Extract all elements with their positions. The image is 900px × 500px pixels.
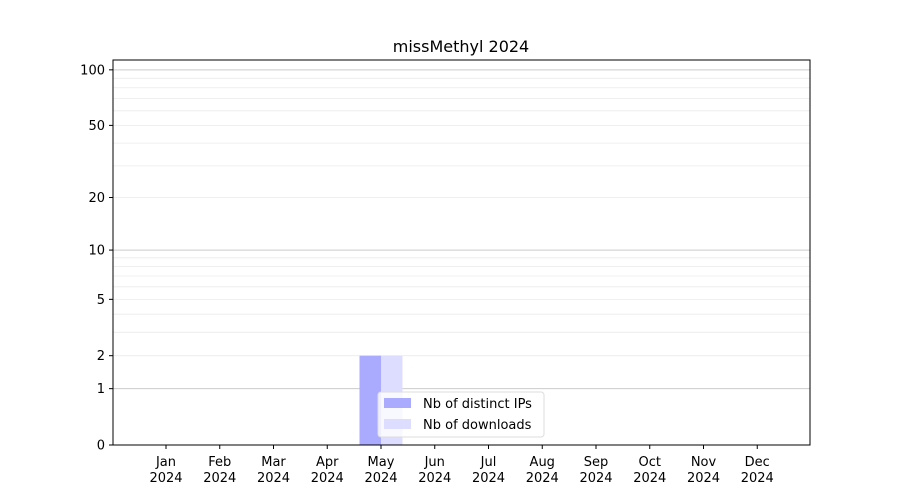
legend-box — [377, 391, 545, 438]
x-tick-label: Jun 2024 — [418, 455, 451, 486]
bar — [359, 355, 381, 445]
x-tick-label: Feb 2024 — [203, 455, 236, 486]
x-tick-label: Sep 2024 — [579, 455, 612, 486]
y-tick-label: 0 — [97, 439, 105, 454]
y-tick-label: 100 — [80, 63, 105, 78]
legend-swatch — [384, 398, 411, 408]
plot-frame — [112, 59, 811, 446]
legend-label: Nb of downloads — [423, 418, 532, 433]
x-tick-label: Apr 2024 — [311, 455, 344, 486]
x-tick-label: Jan 2024 — [149, 455, 182, 486]
x-tick-label: Nov 2024 — [687, 455, 720, 486]
legend: Nb of distinct IPs Nb of downloads — [377, 391, 545, 438]
y-tick-label: 10 — [88, 244, 105, 259]
x-tick-label: Dec 2024 — [741, 455, 774, 486]
y-tick-label: 20 — [88, 191, 105, 206]
y-tick-label: 2 — [97, 349, 105, 364]
legend-label: Nb of distinct IPs — [423, 397, 532, 412]
y-tick-label: 5 — [97, 293, 105, 308]
x-tick-label: May 2024 — [364, 455, 397, 486]
x-tick-label: Mar 2024 — [257, 455, 290, 486]
legend-swatch — [384, 419, 411, 429]
y-tick-label: 1 — [97, 382, 105, 397]
y-tick-label: 50 — [88, 119, 105, 134]
x-tick-label: Jul 2024 — [472, 455, 505, 486]
x-tick-label: Oct 2024 — [633, 455, 666, 486]
chart-title: missMethyl 2024 — [393, 37, 529, 56]
x-tick-label: Aug 2024 — [526, 455, 559, 486]
